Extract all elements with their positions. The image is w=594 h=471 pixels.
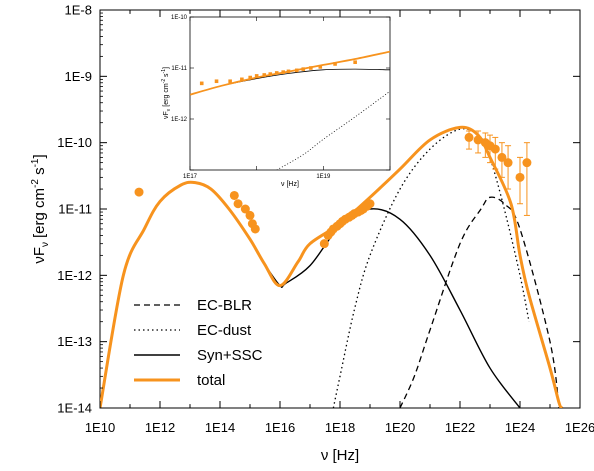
inset-y-axis-title-units: [erg cm [163, 83, 170, 107]
legend-label-ec-dust: EC-dust [197, 322, 252, 339]
inset-data-point [248, 75, 253, 80]
y-axis-title: νFν [erg cm-2 s-1] [30, 154, 51, 263]
main-data-point [490, 144, 500, 154]
main-series-ec-dust [332, 128, 530, 408]
main-data-point [503, 158, 513, 168]
y-axis-title-sub: ν [40, 242, 51, 247]
main-y-tick-label: 1E-12 [57, 268, 92, 283]
main-data-point [464, 132, 474, 142]
inset-plot-frame [189, 16, 391, 171]
main-series-total [100, 125, 564, 408]
inset-y-tick-label: 1E-11 [171, 66, 187, 72]
inset-y-ticks: 1E-12 1E-11 1E-10 [171, 15, 390, 171]
inset-data-point [228, 79, 232, 84]
main-y-ticks: 1E-14 1E-13 1E-12 1E-11 1E-10 1E-9 1E-8 [57, 3, 580, 416]
main-y-tick-label: 1E-14 [57, 401, 92, 416]
y-axis-title-mid: s [31, 167, 48, 179]
main-data-point [229, 190, 239, 200]
inset-series-ec-dust [276, 90, 390, 170]
main-data-point [365, 199, 375, 209]
main-x-tick-label: 1E26 [565, 420, 594, 435]
inset-data-point [214, 79, 219, 84]
inset-data-points [199, 60, 357, 86]
inset-data-point [274, 71, 279, 75]
y-axis-title-exp2: -1 [30, 158, 41, 167]
y-axis-title-exp1: -2 [30, 179, 41, 188]
y-axis-title-units: [erg cm [31, 188, 48, 238]
inset-data-point [295, 68, 299, 73]
main-x-tick-label: 1E18 [325, 420, 355, 435]
main-x-tick-label: 1E22 [445, 420, 475, 435]
inset-data-point [333, 62, 337, 66]
inset-y-axis-title-exp2: -1 [161, 69, 167, 74]
inset-x-tick-label: 1E17 [183, 174, 198, 180]
main-x-tick-label: 1E16 [265, 420, 295, 435]
main-series-syn-ssc [249, 208, 521, 408]
main-x-tick-label: 1E14 [205, 420, 235, 435]
main-y-tick-label: 1E-10 [57, 135, 92, 150]
inset-y-tick-label: 1E-10 [171, 15, 188, 21]
inset-x-ticks: 1E17 1E19 [183, 17, 391, 180]
x-axis-title: ν [Hz] [321, 447, 359, 464]
main-x-tick-label: 1E24 [505, 420, 535, 435]
main-data-point [515, 172, 525, 182]
inset-y-axis-title-exp1: -2 [161, 79, 167, 84]
inset-data-point [199, 81, 204, 86]
inset-data-point [301, 67, 306, 71]
main-data-point [134, 187, 144, 197]
main-data-point [240, 204, 250, 214]
main-data-point [319, 239, 329, 249]
main-data-point [245, 210, 255, 220]
main-data-point [473, 135, 483, 145]
main-data-point [233, 199, 243, 209]
main-y-tick-label: 1E-8 [65, 3, 92, 18]
inset-x-tick-label: 1E19 [316, 174, 331, 180]
main-x-tick-label: 1E20 [385, 420, 415, 435]
inset-data-point [309, 66, 313, 70]
inset-data-point [318, 65, 323, 69]
y-axis-title-end: ] [31, 154, 48, 158]
inset-data-point [353, 60, 357, 64]
main-data-point [497, 152, 507, 162]
legend: EC-BLR EC-dust Syn+SSC total [134, 297, 263, 389]
legend-label-total: total [197, 372, 225, 389]
inset-data-point [286, 69, 291, 74]
main-data-point [250, 224, 260, 234]
main-series-ec-blr [399, 196, 560, 408]
inset-y-axis-title-main: νF [163, 111, 170, 119]
inset-y-tick-label: 1E-12 [171, 117, 188, 123]
inset-data-point [281, 70, 285, 74]
main-series-group [100, 125, 564, 408]
inset-data-point [240, 77, 244, 82]
legend-label-syn-ssc: Syn+SSC [197, 347, 263, 364]
main-x-ticks: 1E10 1E12 1E14 1E16 1E18 1E20 1E22 1E24 1E26 [85, 10, 594, 435]
main-y-tick-label: 1E-9 [65, 69, 92, 84]
inset-data-point [254, 74, 259, 78]
main-x-tick-label: 1E12 [145, 420, 175, 435]
inset-y-axis-title-mid: s [163, 73, 170, 79]
y-axis-title-main: νF [31, 247, 48, 264]
main-y-tick-label: 1E-13 [57, 334, 92, 349]
legend-label-ec-blr: EC-BLR [197, 297, 252, 314]
inset-y-axis-title: νFν[erg cm-2 s-1] [161, 67, 172, 119]
inset-data-point [268, 72, 273, 76]
main-y-tick-label: 1E-11 [58, 202, 92, 217]
inset-y-axis-title-end: ] [163, 67, 170, 69]
inset-plot: 1E17 1E19 1E-12 1E-11 1E-10 ν [Hz] νFν[erg … [161, 15, 391, 188]
inset-x-axis-title: ν [Hz] [281, 181, 299, 188]
main-data-point [522, 158, 532, 168]
inset-data-point [262, 73, 267, 77]
main-data-points [134, 130, 532, 249]
inset-y-axis-title-sub: ν [166, 108, 172, 111]
main-x-tick-label: 1E10 [85, 420, 115, 435]
